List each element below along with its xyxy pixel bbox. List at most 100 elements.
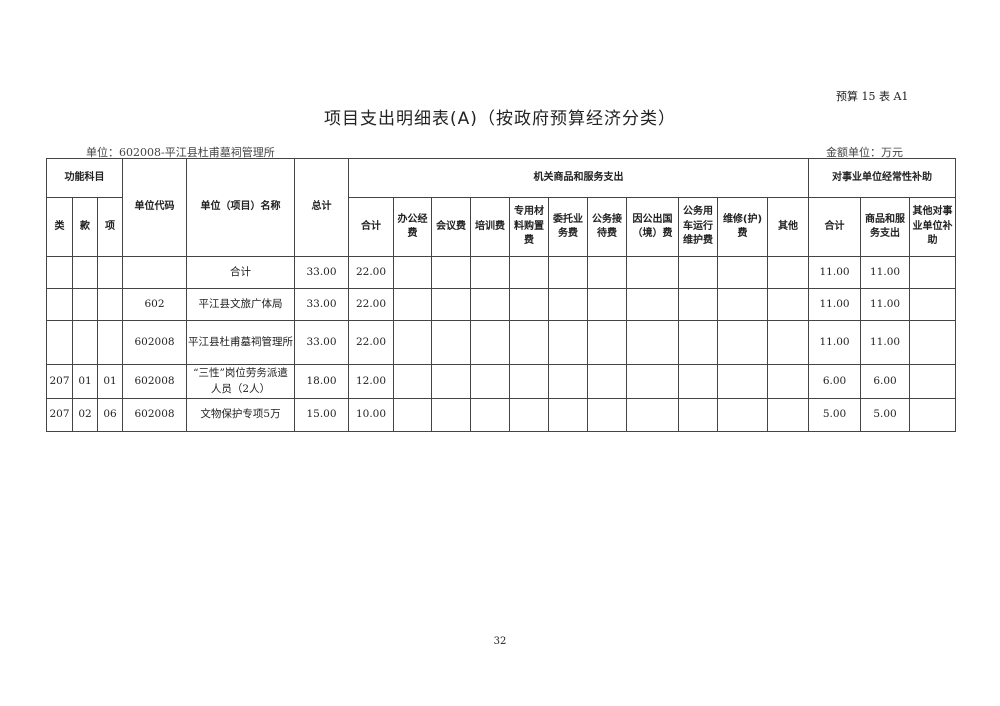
table-cell — [72, 288, 98, 321]
table-cell — [909, 398, 957, 432]
table-cell — [626, 320, 680, 365]
table-cell — [626, 398, 680, 432]
table-cell — [548, 288, 589, 321]
table-cell: 平江县杜甫墓祠管理所 — [186, 320, 296, 365]
table-cell — [46, 320, 73, 365]
table-cell — [717, 288, 769, 321]
table-cell — [678, 364, 719, 399]
table-cell — [767, 256, 810, 289]
table-cell — [122, 256, 188, 289]
table-cell — [548, 320, 589, 365]
table-cell — [587, 398, 628, 432]
table-cell: 合计 — [186, 256, 296, 289]
table-cell — [717, 256, 769, 289]
table-cell — [909, 364, 957, 399]
table-cell: “三性”岗位劳务派遣人员（2人） — [186, 364, 296, 399]
table-row: 602 平江县文旅广体局 33.00 22.00 11.00 11.00 — [46, 288, 957, 321]
table-cell: 33.00 — [294, 256, 350, 289]
table-cell: 6.00 — [860, 364, 911, 399]
table-cell: 22.00 — [348, 320, 395, 365]
table-cell — [72, 256, 98, 289]
table-cell — [46, 288, 73, 321]
table-cell: 22.00 — [348, 288, 395, 321]
table-cell — [548, 364, 589, 399]
table-cell — [431, 364, 472, 399]
table-cell: 6.00 — [808, 364, 862, 399]
table-cell — [626, 288, 680, 321]
table-cell — [509, 364, 550, 399]
table-cell — [96, 256, 124, 289]
table-cell: 02 — [72, 398, 98, 432]
table-cell — [470, 256, 511, 289]
table-cell — [767, 288, 810, 321]
table-cell: 33.00 — [294, 320, 350, 365]
header-g2-col: 合计 — [808, 197, 862, 257]
table-cell — [431, 256, 472, 289]
table-cell — [717, 364, 769, 399]
table-row: 207 02 06 602008 文物保护专项5万 15.00 10.00 5.00 5.00 — [46, 398, 957, 432]
table-cell — [626, 256, 680, 289]
table-cell — [509, 398, 550, 432]
table-cell — [626, 364, 680, 399]
table-cell: 22.00 — [348, 256, 395, 289]
table-row: 207 01 01 602008 “三性”岗位劳务派遣人员（2人） 18.00 12.00 6… — [46, 364, 957, 399]
table-row: 合计 33.00 22.00 11.00 11.00 — [46, 256, 957, 289]
table-cell — [678, 256, 719, 289]
table-cell: 平江县文旅广体局 — [186, 288, 296, 321]
header-g1-col: 因公出国（境）费 — [626, 197, 680, 257]
table-cell — [393, 364, 433, 399]
table-cell — [393, 288, 433, 321]
header-group-subsidy: 对事业单位经常性补助 — [808, 158, 957, 198]
table-cell — [96, 320, 124, 365]
table-cell: 11.00 — [808, 288, 862, 321]
unit-label: 单位：602008-平江县杜甫墓祠管理所 — [86, 146, 275, 159]
table-cell: 602008 — [122, 320, 188, 365]
table-cell: 5.00 — [808, 398, 862, 432]
header-func-subject: 功能科目 — [45, 158, 124, 198]
header-g1-col: 办公经费 — [393, 197, 433, 257]
header-unit-name: 单位（项目）名称 — [186, 158, 296, 257]
table-cell — [587, 364, 628, 399]
table-cell — [393, 398, 433, 432]
header-g1-col: 培训费 — [470, 197, 511, 257]
header-kuan: 款 — [72, 197, 98, 257]
table-cell — [678, 288, 719, 321]
table-cell — [587, 288, 628, 321]
header-g1-col: 维修(护)费 — [717, 197, 769, 257]
table-cell — [548, 398, 589, 432]
header-g2-col: 商品和服务支出 — [860, 197, 911, 257]
table-cell: 10.00 — [348, 398, 395, 432]
table-cell — [72, 320, 98, 365]
table-cell — [587, 256, 628, 289]
table-cell — [678, 320, 719, 365]
table-cell: 18.00 — [294, 364, 350, 399]
table-cell — [470, 320, 511, 365]
table-cell: 602008 — [122, 398, 188, 432]
table-cell: 11.00 — [860, 320, 911, 365]
table-cell — [431, 398, 472, 432]
page-title: 项目支出明细表(A)（按政府预算经济分类） — [324, 109, 676, 129]
table-cell: 01 — [72, 364, 98, 399]
table-cell — [96, 288, 124, 321]
table-cell — [909, 288, 957, 321]
table-cell: 11.00 — [860, 288, 911, 321]
header-g1-col: 会议费 — [431, 197, 472, 257]
table-cell — [509, 288, 550, 321]
table-cell: 5.00 — [860, 398, 911, 432]
header-g1-col: 委托业务费 — [548, 197, 589, 257]
table-cell: 11.00 — [808, 320, 862, 365]
page-number: 32 — [493, 636, 507, 647]
header-unit-code: 单位代码 — [122, 158, 188, 257]
header-group-goods-services: 机关商品和服务支出 — [348, 158, 810, 198]
table-cell — [470, 288, 511, 321]
table-cell — [909, 320, 957, 365]
table-cell — [470, 364, 511, 399]
header-g1-col: 专用材料购置费 — [509, 197, 550, 257]
table-cell — [393, 320, 433, 365]
table-cell — [548, 256, 589, 289]
table-cell — [767, 398, 810, 432]
table-cell — [909, 256, 957, 289]
table-row: 602008 平江县杜甫墓祠管理所 33.00 22.00 11.00 11.00 — [46, 320, 957, 365]
header-g1-col: 公务用车运行维护费 — [678, 197, 719, 257]
